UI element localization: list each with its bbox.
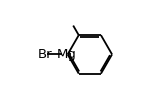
Text: Mg: Mg bbox=[57, 48, 77, 61]
Text: Br: Br bbox=[37, 48, 52, 61]
